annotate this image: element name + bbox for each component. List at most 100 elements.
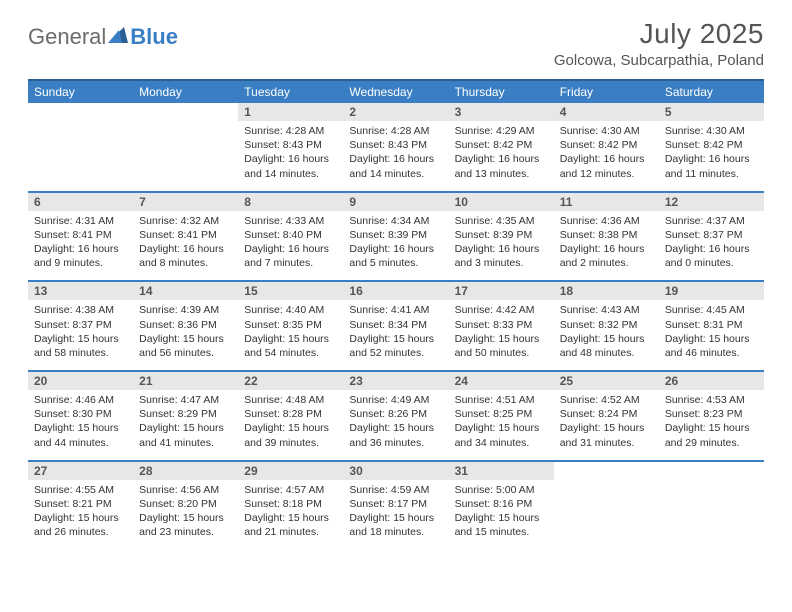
day-detail: Sunrise: 4:55 AMSunset: 8:21 PMDaylight:…	[28, 480, 133, 550]
page-title: July 2025	[554, 18, 764, 50]
calendar-day-cell: .	[554, 461, 659, 550]
day-detail: Sunrise: 4:28 AMSunset: 8:43 PMDaylight:…	[238, 121, 343, 191]
calendar-day-cell: 7Sunrise: 4:32 AMSunset: 8:41 PMDaylight…	[133, 192, 238, 282]
day-number: 18	[554, 282, 659, 300]
logo-word-general: General	[28, 24, 106, 49]
calendar-day-cell: 29Sunrise: 4:57 AMSunset: 8:18 PMDayligh…	[238, 461, 343, 550]
day-number: 20	[28, 372, 133, 390]
calendar-day-cell: 31Sunrise: 5:00 AMSunset: 8:16 PMDayligh…	[449, 461, 554, 550]
calendar-day-cell: 24Sunrise: 4:51 AMSunset: 8:25 PMDayligh…	[449, 371, 554, 461]
calendar-day-cell: 19Sunrise: 4:45 AMSunset: 8:31 PMDayligh…	[659, 281, 764, 371]
calendar-day-cell: 8Sunrise: 4:33 AMSunset: 8:40 PMDaylight…	[238, 192, 343, 282]
calendar-day-cell: .	[659, 461, 764, 550]
day-number: 10	[449, 193, 554, 211]
day-number: 19	[659, 282, 764, 300]
day-detail: Sunrise: 4:53 AMSunset: 8:23 PMDaylight:…	[659, 390, 764, 460]
day-number: 15	[238, 282, 343, 300]
weekday-header: Sunday	[28, 80, 133, 103]
calendar-day-cell: 21Sunrise: 4:47 AMSunset: 8:29 PMDayligh…	[133, 371, 238, 461]
calendar-table: SundayMondayTuesdayWednesdayThursdayFrid…	[28, 79, 764, 549]
logo: General Blue	[28, 18, 178, 50]
day-detail: Sunrise: 4:37 AMSunset: 8:37 PMDaylight:…	[659, 211, 764, 281]
calendar-day-cell: 4Sunrise: 4:30 AMSunset: 8:42 PMDaylight…	[554, 103, 659, 192]
header: General Blue July 2025 Golcowa, Subcarpa…	[28, 18, 764, 69]
calendar-day-cell: 5Sunrise: 4:30 AMSunset: 8:42 PMDaylight…	[659, 103, 764, 192]
day-detail: Sunrise: 4:42 AMSunset: 8:33 PMDaylight:…	[449, 300, 554, 370]
calendar-day-cell: 18Sunrise: 4:43 AMSunset: 8:32 PMDayligh…	[554, 281, 659, 371]
calendar-day-cell: 3Sunrise: 4:29 AMSunset: 8:42 PMDaylight…	[449, 103, 554, 192]
calendar-day-cell: .	[133, 103, 238, 192]
day-number: 5	[659, 103, 764, 121]
day-detail: Sunrise: 4:56 AMSunset: 8:20 PMDaylight:…	[133, 480, 238, 550]
day-detail: Sunrise: 4:48 AMSunset: 8:28 PMDaylight:…	[238, 390, 343, 460]
day-number: 3	[449, 103, 554, 121]
day-number: 13	[28, 282, 133, 300]
calendar-day-cell: 11Sunrise: 4:36 AMSunset: 8:38 PMDayligh…	[554, 192, 659, 282]
weekday-header: Wednesday	[343, 80, 448, 103]
day-detail: Sunrise: 4:57 AMSunset: 8:18 PMDaylight:…	[238, 480, 343, 550]
day-detail: Sunrise: 4:38 AMSunset: 8:37 PMDaylight:…	[28, 300, 133, 370]
calendar-day-cell: .	[28, 103, 133, 192]
calendar-day-cell: 9Sunrise: 4:34 AMSunset: 8:39 PMDaylight…	[343, 192, 448, 282]
weekday-header: Tuesday	[238, 80, 343, 103]
calendar-day-cell: 15Sunrise: 4:40 AMSunset: 8:35 PMDayligh…	[238, 281, 343, 371]
calendar-day-cell: 28Sunrise: 4:56 AMSunset: 8:20 PMDayligh…	[133, 461, 238, 550]
day-detail: Sunrise: 4:51 AMSunset: 8:25 PMDaylight:…	[449, 390, 554, 460]
day-number: 26	[659, 372, 764, 390]
weekday-header: Friday	[554, 80, 659, 103]
weekday-header-row: SundayMondayTuesdayWednesdayThursdayFrid…	[28, 80, 764, 103]
calendar-day-cell: 30Sunrise: 4:59 AMSunset: 8:17 PMDayligh…	[343, 461, 448, 550]
weekday-header: Thursday	[449, 80, 554, 103]
day-number: 12	[659, 193, 764, 211]
calendar-day-cell: 12Sunrise: 4:37 AMSunset: 8:37 PMDayligh…	[659, 192, 764, 282]
day-number: 9	[343, 193, 448, 211]
day-detail: Sunrise: 4:31 AMSunset: 8:41 PMDaylight:…	[28, 211, 133, 281]
day-detail: Sunrise: 4:28 AMSunset: 8:43 PMDaylight:…	[343, 121, 448, 191]
day-number: 17	[449, 282, 554, 300]
day-detail: Sunrise: 4:35 AMSunset: 8:39 PMDaylight:…	[449, 211, 554, 281]
calendar-day-cell: 10Sunrise: 4:35 AMSunset: 8:39 PMDayligh…	[449, 192, 554, 282]
calendar-day-cell: 22Sunrise: 4:48 AMSunset: 8:28 PMDayligh…	[238, 371, 343, 461]
calendar-week-row: 13Sunrise: 4:38 AMSunset: 8:37 PMDayligh…	[28, 281, 764, 371]
day-detail: Sunrise: 4:41 AMSunset: 8:34 PMDaylight:…	[343, 300, 448, 370]
day-detail: Sunrise: 4:30 AMSunset: 8:42 PMDaylight:…	[554, 121, 659, 191]
calendar-day-cell: 16Sunrise: 4:41 AMSunset: 8:34 PMDayligh…	[343, 281, 448, 371]
day-number: 14	[133, 282, 238, 300]
day-number: 25	[554, 372, 659, 390]
logo-blue-label: Blue	[130, 24, 178, 49]
calendar-week-row: 20Sunrise: 4:46 AMSunset: 8:30 PMDayligh…	[28, 371, 764, 461]
day-number: 28	[133, 462, 238, 480]
calendar-day-cell: 6Sunrise: 4:31 AMSunset: 8:41 PMDaylight…	[28, 192, 133, 282]
day-detail: Sunrise: 4:33 AMSunset: 8:40 PMDaylight:…	[238, 211, 343, 281]
day-number: 24	[449, 372, 554, 390]
day-number: 16	[343, 282, 448, 300]
day-number: 1	[238, 103, 343, 121]
logo-triangle-icon	[108, 27, 128, 48]
calendar-week-row: 6Sunrise: 4:31 AMSunset: 8:41 PMDaylight…	[28, 192, 764, 282]
day-detail: Sunrise: 4:43 AMSunset: 8:32 PMDaylight:…	[554, 300, 659, 370]
day-detail: Sunrise: 4:32 AMSunset: 8:41 PMDaylight:…	[133, 211, 238, 281]
logo-text: General	[28, 24, 106, 50]
day-number: 23	[343, 372, 448, 390]
calendar-day-cell: 17Sunrise: 4:42 AMSunset: 8:33 PMDayligh…	[449, 281, 554, 371]
calendar-day-cell: 23Sunrise: 4:49 AMSunset: 8:26 PMDayligh…	[343, 371, 448, 461]
weekday-header: Saturday	[659, 80, 764, 103]
calendar-day-cell: 13Sunrise: 4:38 AMSunset: 8:37 PMDayligh…	[28, 281, 133, 371]
day-detail: Sunrise: 4:30 AMSunset: 8:42 PMDaylight:…	[659, 121, 764, 191]
day-number: 21	[133, 372, 238, 390]
day-detail: Sunrise: 4:39 AMSunset: 8:36 PMDaylight:…	[133, 300, 238, 370]
day-number: 7	[133, 193, 238, 211]
calendar-week-row: 27Sunrise: 4:55 AMSunset: 8:21 PMDayligh…	[28, 461, 764, 550]
title-block: July 2025 Golcowa, Subcarpathia, Poland	[554, 18, 764, 69]
calendar-day-cell: 14Sunrise: 4:39 AMSunset: 8:36 PMDayligh…	[133, 281, 238, 371]
day-detail: Sunrise: 4:52 AMSunset: 8:24 PMDaylight:…	[554, 390, 659, 460]
day-detail: Sunrise: 4:45 AMSunset: 8:31 PMDaylight:…	[659, 300, 764, 370]
weekday-header: Monday	[133, 80, 238, 103]
day-detail: Sunrise: 4:59 AMSunset: 8:17 PMDaylight:…	[343, 480, 448, 550]
day-number: 6	[28, 193, 133, 211]
calendar-day-cell: 25Sunrise: 4:52 AMSunset: 8:24 PMDayligh…	[554, 371, 659, 461]
day-detail: Sunrise: 4:46 AMSunset: 8:30 PMDaylight:…	[28, 390, 133, 460]
calendar-day-cell: 27Sunrise: 4:55 AMSunset: 8:21 PMDayligh…	[28, 461, 133, 550]
location-label: Golcowa, Subcarpathia, Poland	[554, 52, 764, 69]
day-detail: Sunrise: 4:49 AMSunset: 8:26 PMDaylight:…	[343, 390, 448, 460]
